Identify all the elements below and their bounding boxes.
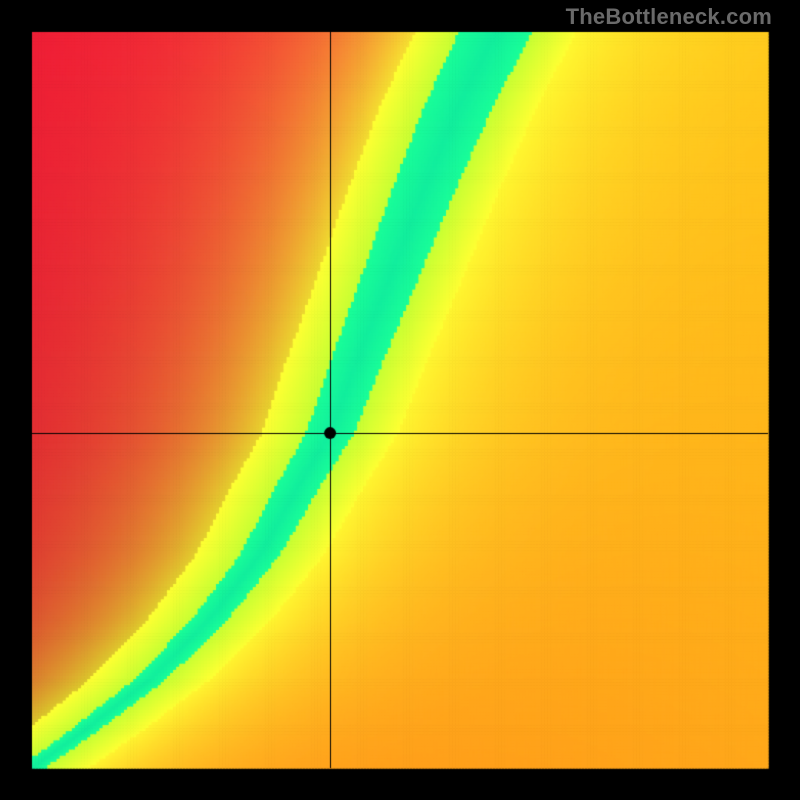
watermark-text: TheBottleneck.com: [566, 4, 772, 30]
heatmap-plot: [0, 0, 800, 800]
